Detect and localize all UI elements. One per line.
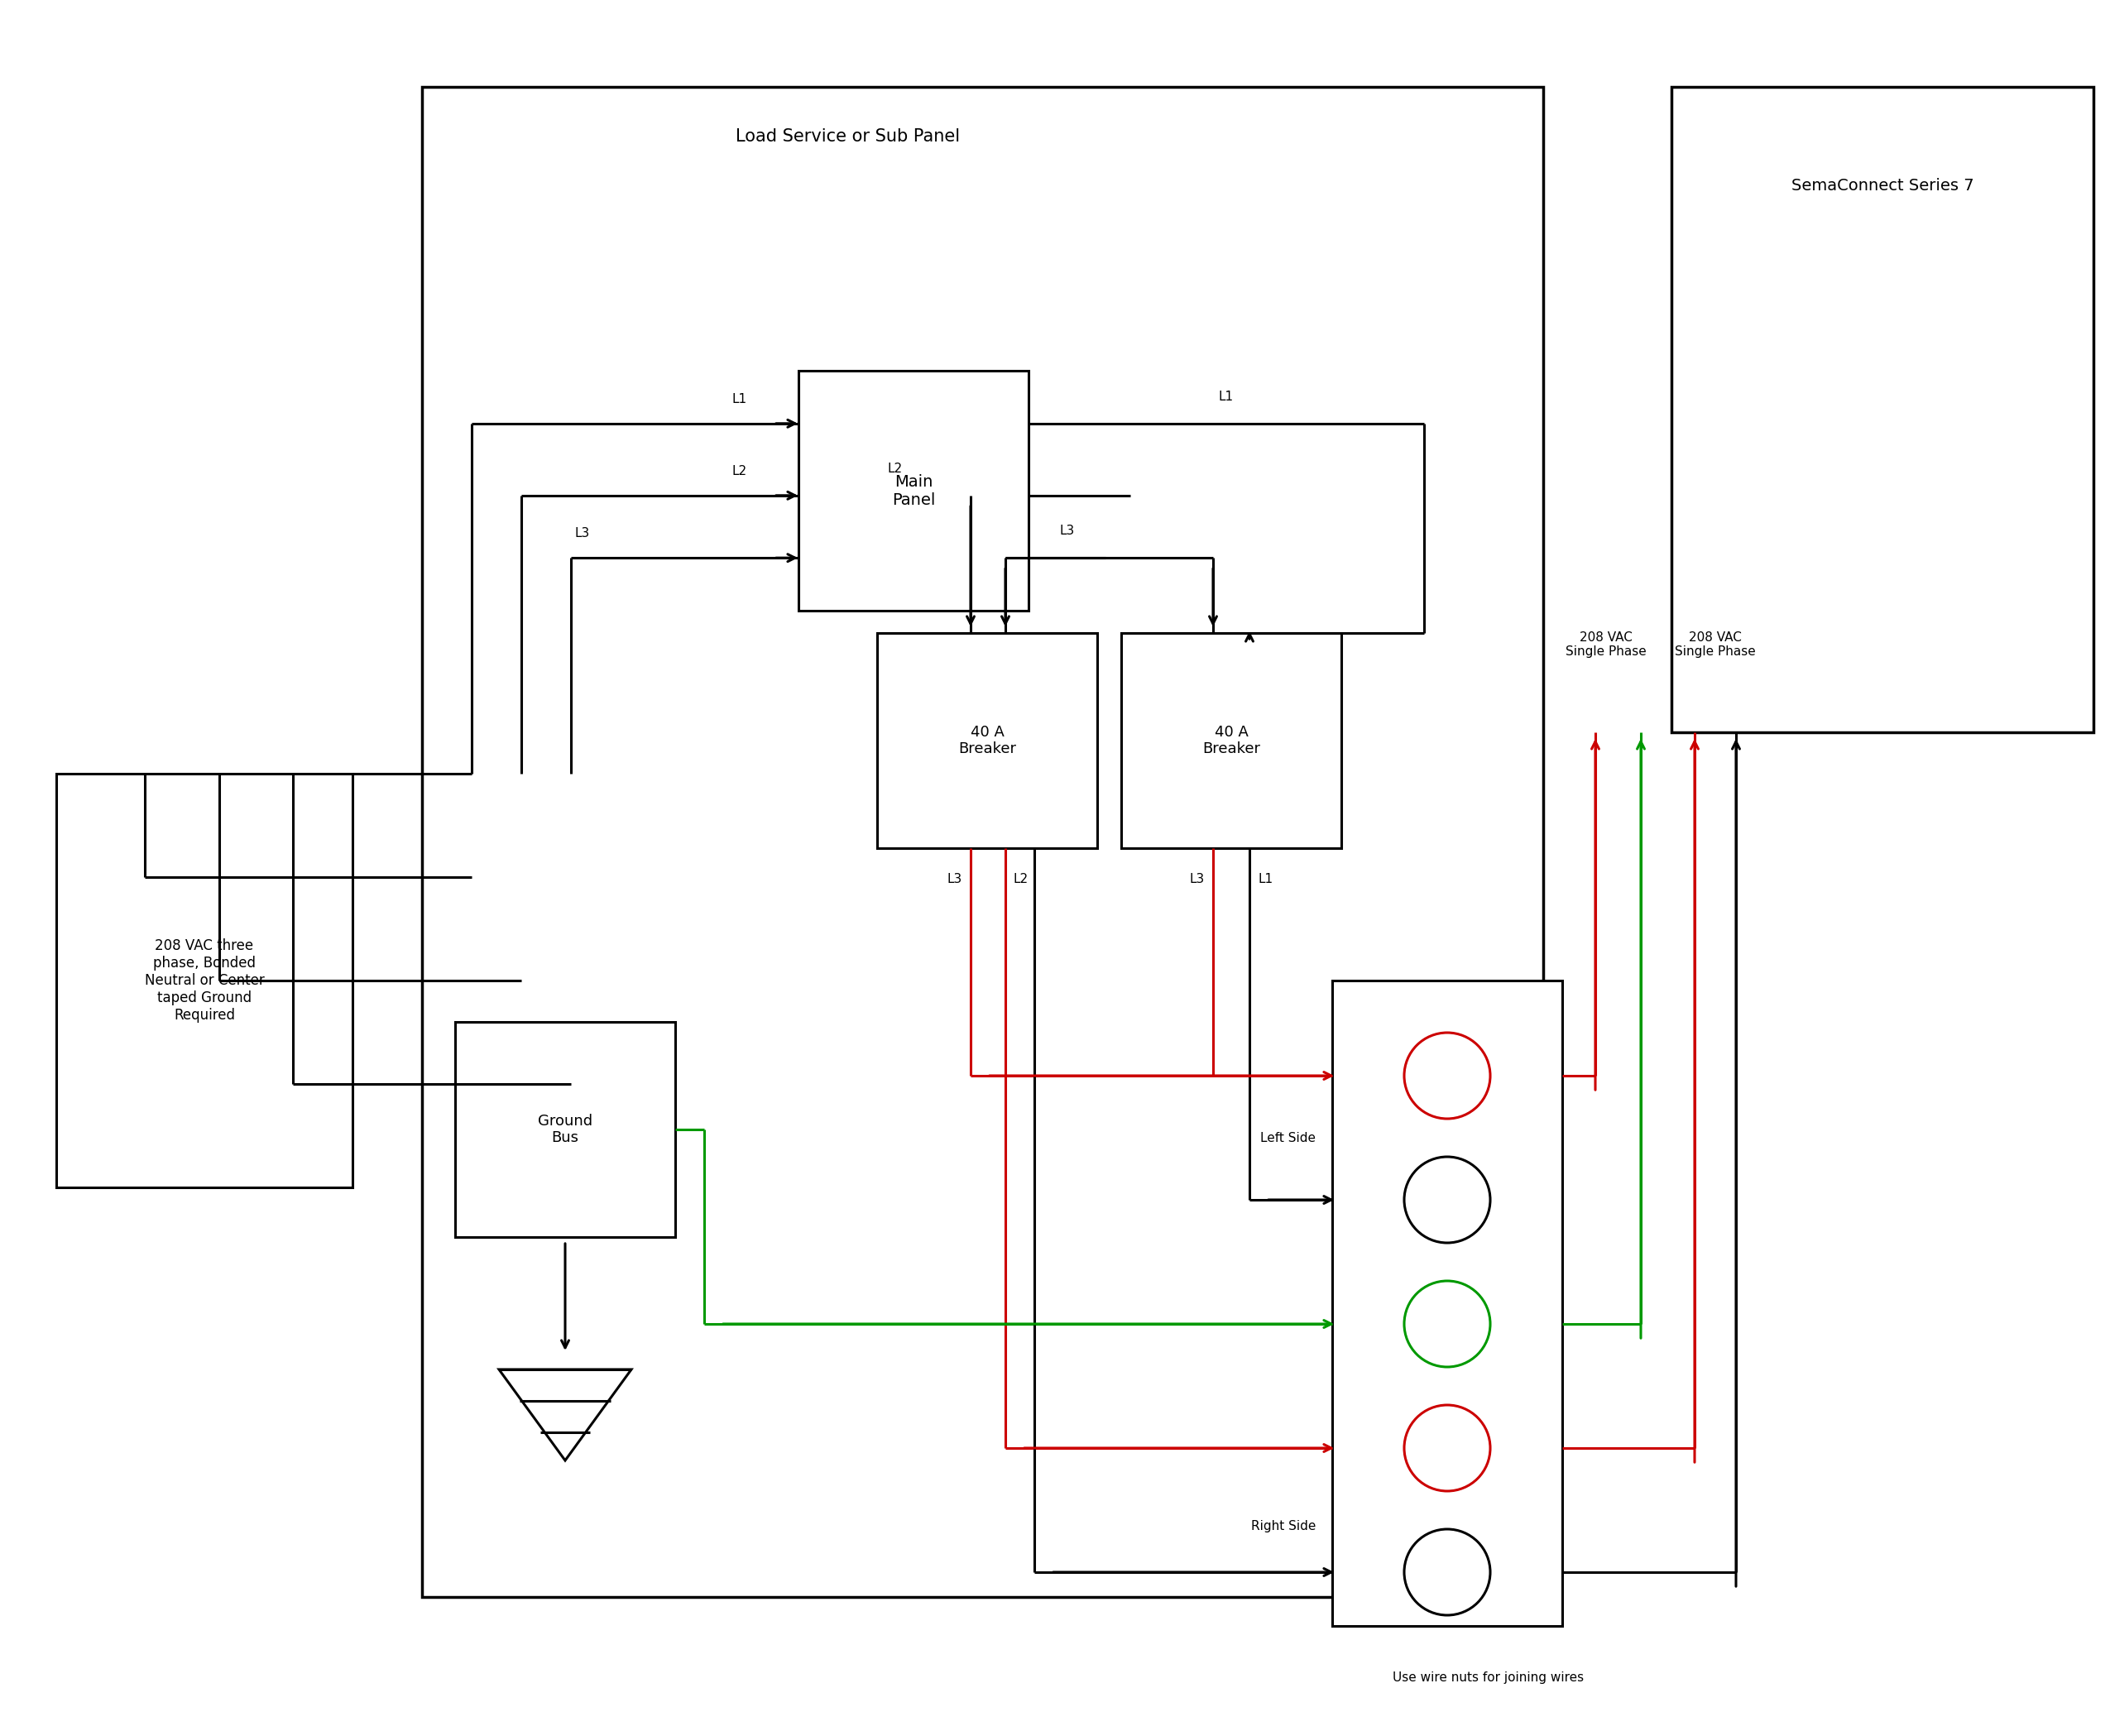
Bar bbox=[57, 774, 352, 1187]
Bar bbox=[456, 1023, 675, 1238]
Bar bbox=[1671, 87, 2093, 733]
Circle shape bbox=[1403, 1404, 1490, 1491]
Circle shape bbox=[1403, 1156, 1490, 1243]
Text: L2: L2 bbox=[886, 462, 903, 474]
Text: 40 A
Breaker: 40 A Breaker bbox=[1203, 724, 1260, 757]
Bar bbox=[878, 634, 1097, 849]
Text: 208 VAC three
phase, Bonded
Neutral or Center
taped Ground
Required: 208 VAC three phase, Bonded Neutral or C… bbox=[143, 939, 264, 1023]
Text: Right Side: Right Side bbox=[1251, 1521, 1317, 1533]
Text: 40 A
Breaker: 40 A Breaker bbox=[958, 724, 1017, 757]
Circle shape bbox=[1403, 1281, 1490, 1366]
Bar bbox=[422, 87, 1542, 1597]
Text: Main
Panel: Main Panel bbox=[893, 474, 935, 507]
Text: 208 VAC
Single Phase: 208 VAC Single Phase bbox=[1675, 630, 1756, 658]
Circle shape bbox=[1403, 1033, 1490, 1118]
Text: L1: L1 bbox=[1258, 873, 1272, 885]
Text: Use wire nuts for joining wires: Use wire nuts for joining wires bbox=[1393, 1672, 1585, 1684]
Text: L3: L3 bbox=[947, 873, 962, 885]
Text: L1: L1 bbox=[1220, 391, 1234, 403]
Text: L2: L2 bbox=[732, 465, 747, 477]
Text: L3: L3 bbox=[1059, 524, 1074, 536]
Text: Left Side: Left Side bbox=[1260, 1132, 1317, 1144]
Bar bbox=[1120, 634, 1342, 849]
Text: Load Service or Sub Panel: Load Service or Sub Panel bbox=[736, 128, 960, 144]
Text: L3: L3 bbox=[576, 528, 591, 540]
Bar bbox=[1331, 981, 1561, 1627]
Circle shape bbox=[1403, 1529, 1490, 1614]
Bar bbox=[798, 372, 1028, 611]
Text: Ground
Bus: Ground Bus bbox=[538, 1113, 593, 1146]
Text: L2: L2 bbox=[1013, 873, 1030, 885]
Text: 208 VAC
Single Phase: 208 VAC Single Phase bbox=[1566, 630, 1646, 658]
Text: SemaConnect Series 7: SemaConnect Series 7 bbox=[1791, 179, 1973, 194]
Text: L3: L3 bbox=[1190, 873, 1205, 885]
Text: L1: L1 bbox=[732, 392, 747, 404]
